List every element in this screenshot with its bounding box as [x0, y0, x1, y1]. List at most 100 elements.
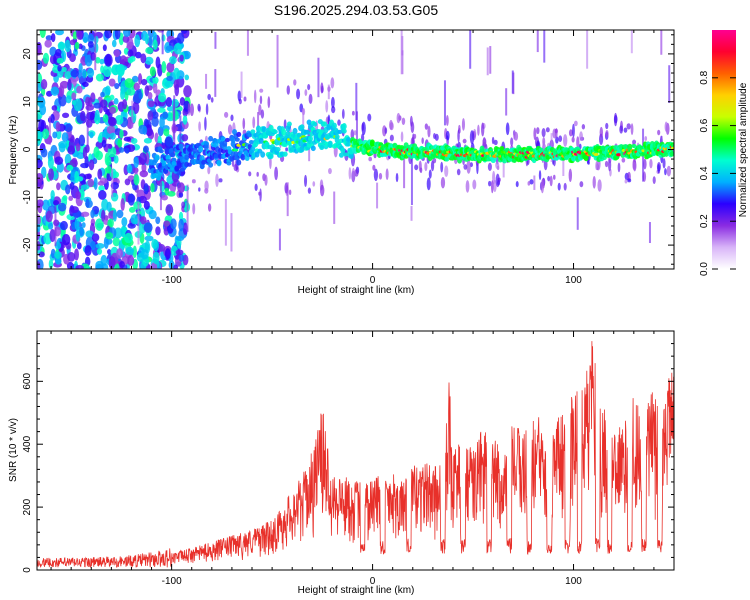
- x-tick-label: -100: [162, 576, 182, 587]
- spectrogram-cell: [549, 175, 553, 187]
- spectrogram-cell: [145, 127, 154, 137]
- spectrogram-streak: [410, 152, 413, 206]
- spectrogram-cell: [37, 158, 43, 169]
- spectrogram-cell: [75, 143, 81, 152]
- spectrogram-cell: [664, 121, 668, 132]
- spectrogram-cell: [127, 255, 135, 266]
- spectrogram-cell: [64, 123, 73, 132]
- spectrogram-cell: [208, 162, 214, 168]
- spectrogram-cell: [154, 154, 160, 161]
- spectrogram-cell: [37, 261, 41, 269]
- spectrogram-cell: [37, 213, 41, 227]
- spectrogram-cell: [328, 168, 332, 175]
- spectrogram-cell: [481, 122, 485, 137]
- spectrogram-cell: [372, 164, 376, 171]
- spectrogram-cell: [39, 104, 47, 116]
- spectrogram-cell: [286, 85, 290, 95]
- spectrogram-cell: [505, 122, 510, 136]
- spectrogram-cell: [189, 103, 194, 117]
- spectrogram-cell: [102, 44, 107, 52]
- spectrogram-cell: [613, 112, 618, 127]
- spectrogram-streak: [205, 73, 208, 89]
- spectrogram-cell: [389, 134, 394, 142]
- spectrogram-streak: [403, 146, 406, 189]
- spectrogram-cell: [130, 137, 138, 145]
- spectrogram-cell: [623, 127, 628, 133]
- spectrogram-cell: [259, 188, 262, 202]
- spectrogram-cell: [67, 252, 76, 262]
- spectrogram-cell: [82, 81, 89, 87]
- spectrogram-streak: [562, 153, 565, 176]
- spectrogram-cell: [117, 138, 123, 148]
- spectrogram-cell: [108, 218, 114, 228]
- spectrogram-cell: [234, 137, 240, 142]
- spectrogram-cell: [55, 48, 62, 57]
- spectrogram-cell: [103, 236, 109, 249]
- spectrogram-cell: [132, 167, 139, 174]
- spectrogram-cell: [84, 245, 92, 256]
- spectrogram-cell: [178, 143, 184, 150]
- spectrogram-cell: [64, 39, 71, 53]
- spectrogram-cell: [205, 103, 209, 116]
- spectrogram-cell: [465, 180, 470, 193]
- spectrogram-cell: [113, 227, 123, 239]
- spectrogram-cell: [538, 170, 542, 181]
- spectrogram-cell: [624, 179, 628, 184]
- spectrogram-cell: [79, 188, 85, 201]
- spectrogram-streak: [111, 169, 114, 198]
- spectrogram-cell: [39, 30, 46, 38]
- spectrogram-streak: [276, 34, 279, 88]
- spectrogram-cell: [557, 182, 561, 191]
- spectrogram-cell: [67, 78, 72, 91]
- spectrogram-cell: [114, 115, 124, 125]
- spectrogram-cell: [472, 179, 477, 190]
- spectrogram-cell: [98, 185, 105, 192]
- spectrogram-cell: [605, 122, 609, 130]
- spectrogram-cell: [85, 230, 94, 238]
- spectrogram-cell: [61, 233, 71, 246]
- spectrogram-cell: [127, 193, 135, 206]
- spectrogram-cell: [112, 236, 121, 247]
- spectrogram-cell: [95, 141, 104, 149]
- spectrogram-cell: [197, 103, 201, 112]
- spectrogram-cell: [240, 153, 246, 161]
- spectrogram-cell: [604, 160, 609, 168]
- spectrogram-cell: [155, 226, 161, 236]
- spectrogram-cell: [463, 164, 468, 170]
- spectrogram-cell: [541, 127, 546, 138]
- spectrogram-cell: [361, 121, 366, 136]
- spectrogram-cell: [259, 95, 263, 105]
- spectrogram-cell: [184, 154, 190, 161]
- spectrogram-cell: [572, 123, 575, 138]
- spectrogram-cell: [191, 179, 196, 184]
- spectrogram-cell: [123, 47, 129, 55]
- spectrogram-cell: [41, 128, 50, 140]
- spectrogram-streak: [54, 205, 57, 247]
- spectrogram-cell: [76, 176, 84, 182]
- spectrogram-cell: [75, 264, 84, 269]
- spectrogram-cell: [40, 148, 48, 158]
- spectrogram-cell: [178, 254, 185, 262]
- spectrogram-cell: [288, 189, 292, 196]
- spectrogram-cell: [293, 79, 297, 86]
- colorbar-tick-label: 0.4: [699, 166, 710, 180]
- spectrogram-cell: [231, 159, 235, 168]
- spectrogram-cell: [62, 195, 68, 202]
- spectrogram-cell: [143, 222, 153, 233]
- spectrogram-cell: [77, 216, 86, 223]
- spectrogram-cell: [107, 146, 117, 158]
- spectrogram-streak: [131, 100, 134, 128]
- spectrogram-cell: [581, 124, 586, 130]
- spectrogram-cell: [210, 97, 214, 103]
- spectrogram-cell: [595, 161, 598, 171]
- spectrogram-cell: [341, 122, 347, 130]
- spectrogram-cell: [487, 162, 492, 171]
- spectrogram-cell: [152, 76, 159, 84]
- spectrogram-cell: [599, 126, 604, 138]
- spectrogram-cell: [563, 155, 569, 161]
- spectrogram-cell: [255, 125, 261, 133]
- spectrogram-cell: [157, 244, 166, 252]
- spectrogram-cell: [445, 115, 449, 127]
- spectrogram-cell: [163, 220, 171, 227]
- spectrogram-cell: [215, 173, 219, 187]
